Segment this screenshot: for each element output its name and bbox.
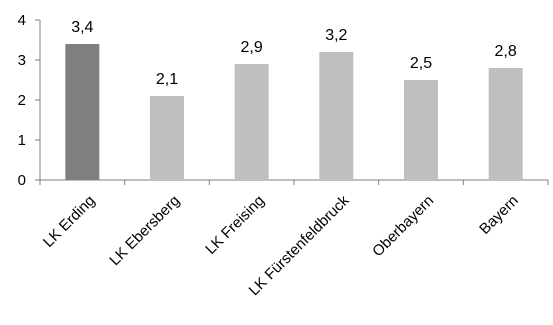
x-category-label: LK Freising [202,192,268,258]
y-tick-label: 2 [18,92,26,109]
x-category-label: Bayern [476,192,522,238]
bar [150,96,184,180]
bar [404,80,438,180]
data-label: 2,8 [495,43,517,60]
bar [488,68,523,180]
data-label: 2,1 [156,71,178,88]
x-category-label: Oberbayern [369,192,437,260]
y-tick-label: 3 [18,52,26,69]
y-tick-label: 4 [18,12,26,29]
bar [65,44,100,180]
data-label: 2,9 [241,39,263,56]
data-label: 2,5 [410,55,432,72]
bar [234,64,269,180]
data-label: 3,4 [71,19,93,36]
x-category-label: LK Ebersberg [106,192,183,269]
y-tick-label: 1 [18,132,26,149]
x-category-label: LK Erding [40,192,99,251]
y-tick-label: 0 [18,172,26,189]
data-label: 3,2 [325,27,347,44]
bar [319,52,354,180]
